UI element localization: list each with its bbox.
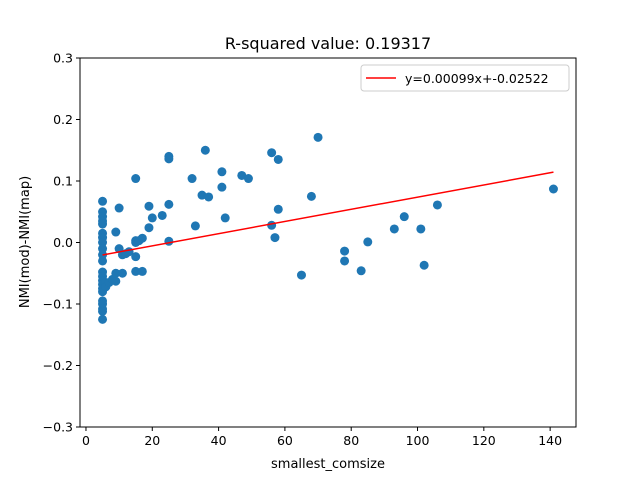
y-axis-label: NMI(mod)-NMI(map) — [18, 176, 33, 308]
y-tick-label: 0.1 — [53, 174, 73, 189]
data-point — [117, 268, 127, 278]
data-point — [111, 268, 121, 278]
x-tick-label: 140 — [538, 433, 562, 448]
data-point — [144, 201, 154, 211]
data-point — [144, 223, 154, 233]
y-tick-label: −0.3 — [43, 420, 73, 435]
plot-frame — [79, 57, 577, 428]
chart-title: R-squared value: 0.19317 — [225, 34, 431, 53]
data-point — [131, 266, 141, 276]
data-point — [111, 227, 121, 237]
data-point — [243, 174, 253, 184]
data-point — [137, 233, 147, 243]
regression-line — [102, 171, 554, 256]
data-point — [416, 224, 426, 234]
x-tick-label: 100 — [406, 433, 430, 448]
data-point — [98, 219, 108, 229]
data-point — [217, 182, 227, 192]
y-tick-label: −0.1 — [43, 297, 73, 312]
legend-label: y=0.00099x+-0.02522 — [405, 71, 549, 86]
data-point — [187, 174, 197, 184]
data-point — [147, 213, 157, 223]
data-point — [267, 220, 277, 230]
data-point — [111, 276, 121, 286]
legend-box — [360, 64, 570, 92]
x-axis-ticks: 0 20 40 60 80 100 120 140 — [82, 427, 562, 448]
data-point — [217, 167, 227, 177]
legend: y=0.00099x+-0.02522 — [360, 64, 570, 92]
y-tick-label: −0.2 — [43, 358, 73, 373]
data-point — [356, 266, 366, 276]
data-point — [131, 174, 141, 184]
data-point — [157, 210, 167, 220]
x-tick-label: 120 — [472, 433, 496, 448]
data-point — [98, 306, 108, 316]
data-point — [98, 196, 108, 206]
data-point — [270, 233, 280, 243]
data-point — [306, 191, 316, 201]
data-point — [340, 256, 350, 266]
y-tick-label: 0.3 — [53, 51, 73, 66]
data-point — [340, 246, 350, 256]
x-axis-label: smallest_comsize — [271, 457, 385, 472]
data-point — [220, 213, 230, 223]
data-point — [137, 266, 147, 276]
data-point — [273, 154, 283, 164]
data-point — [190, 221, 200, 231]
data-point — [164, 236, 174, 246]
plot-area — [80, 58, 576, 427]
data-point — [273, 204, 283, 214]
data-point — [98, 256, 108, 266]
data-point — [363, 237, 373, 247]
data-point — [164, 154, 174, 164]
data-point — [114, 203, 124, 213]
x-tick-label: 80 — [343, 433, 359, 448]
data-point — [419, 260, 429, 270]
data-point — [204, 192, 214, 202]
data-point — [200, 145, 210, 155]
y-tick-label: 0.0 — [53, 235, 73, 250]
data-point — [131, 252, 141, 262]
x-tick-label: 40 — [211, 433, 227, 448]
x-tick-label: 0 — [82, 433, 90, 448]
data-point — [432, 200, 442, 210]
y-tick-label: 0.2 — [53, 112, 73, 127]
data-point — [399, 212, 409, 222]
data-point — [548, 184, 558, 194]
data-point — [296, 270, 306, 280]
data-point — [98, 244, 108, 254]
data-point — [98, 314, 108, 324]
data-point — [313, 132, 323, 142]
data-point — [389, 224, 399, 234]
data-point — [164, 199, 174, 209]
data-points — [98, 132, 558, 324]
x-tick-label: 60 — [277, 433, 293, 448]
y-axis-ticks: −0.3 −0.2 −0.1 0.0 0.1 0.2 0.3 — [43, 51, 80, 435]
data-point — [267, 148, 277, 158]
data-point — [98, 238, 108, 247]
x-tick-label: 20 — [144, 433, 160, 448]
